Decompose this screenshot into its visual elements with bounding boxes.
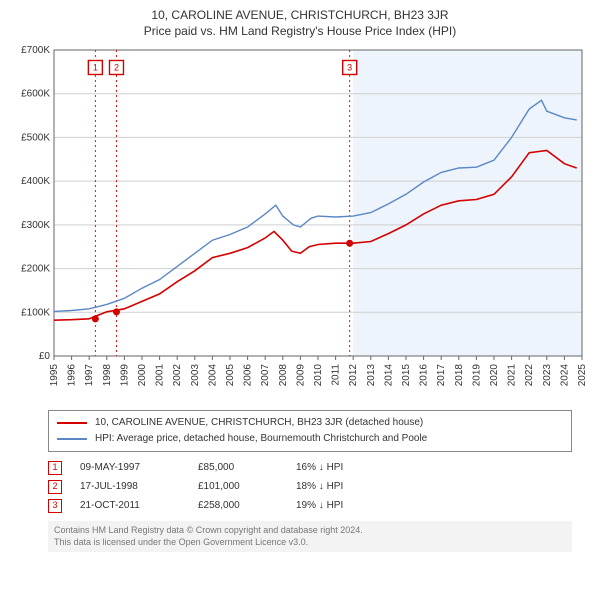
svg-text:2001: 2001 [155,364,166,387]
svg-text:2022: 2022 [524,364,535,387]
svg-text:2002: 2002 [172,364,183,387]
svg-text:2021: 2021 [507,364,518,387]
svg-text:1: 1 [93,62,98,72]
svg-text:2004: 2004 [207,364,218,387]
marker-price: £85,000 [198,458,278,477]
marker-number-box: 3 [48,499,62,513]
svg-text:2011: 2011 [331,364,342,386]
svg-text:1995: 1995 [49,364,60,387]
svg-text:2016: 2016 [419,364,430,387]
legend-item: HPI: Average price, detached house, Bour… [57,431,563,447]
svg-text:2003: 2003 [190,364,201,387]
svg-text:1996: 1996 [67,364,78,387]
legend-swatch [57,422,87,424]
svg-text:2014: 2014 [383,364,394,387]
svg-text:£700K: £700K [21,45,50,56]
marker-date: 09-MAY-1997 [80,458,180,477]
svg-text:1998: 1998 [102,364,113,387]
svg-text:£100K: £100K [21,307,50,318]
chart-title-sub: Price paid vs. HM Land Registry's House … [8,24,592,38]
footer-line: This data is licensed under the Open Gov… [54,537,566,549]
marker-diff: 16% ↓ HPI [296,458,386,477]
svg-text:£300K: £300K [21,220,50,231]
svg-text:2024: 2024 [559,364,570,387]
svg-text:1997: 1997 [84,364,95,387]
svg-text:2017: 2017 [436,364,447,387]
svg-text:£400K: £400K [21,176,50,187]
svg-text:1999: 1999 [119,364,130,387]
svg-text:2013: 2013 [366,364,377,387]
legend-label: HPI: Average price, detached house, Bour… [95,431,427,447]
footer-line: Contains HM Land Registry data © Crown c… [54,525,566,537]
legend-swatch [57,438,87,440]
svg-text:3: 3 [347,62,352,72]
svg-text:2015: 2015 [401,364,412,387]
marker-number-box: 1 [48,461,62,475]
svg-text:2000: 2000 [137,364,148,387]
svg-text:2019: 2019 [471,364,482,387]
marker-diff: 18% ↓ HPI [296,477,386,496]
marker-price: £101,000 [198,477,278,496]
svg-text:2005: 2005 [225,364,236,387]
svg-text:£600K: £600K [21,89,50,100]
marker-row: 1 09-MAY-1997 £85,000 16% ↓ HPI [48,458,572,477]
svg-text:2009: 2009 [295,364,306,387]
legend-item: 10, CAROLINE AVENUE, CHRISTCHURCH, BH23 … [57,415,563,431]
svg-text:2018: 2018 [454,364,465,387]
svg-text:2008: 2008 [278,364,289,387]
svg-text:2007: 2007 [260,364,271,387]
svg-text:2010: 2010 [313,364,324,387]
svg-text:2012: 2012 [348,364,359,387]
marker-date: 21-OCT-2011 [80,496,180,515]
price-chart: £0 £100K £200K £300K £400K £500K £600K £700K 199… [8,42,592,402]
svg-text:2023: 2023 [542,364,553,387]
svg-text:£500K: £500K [21,132,50,143]
marker-date: 17-JUL-1998 [80,477,180,496]
legend-label: 10, CAROLINE AVENUE, CHRISTCHURCH, BH23 … [95,415,423,431]
licence-footer: Contains HM Land Registry data © Crown c… [48,521,572,552]
marker-price: £258,000 [198,496,278,515]
marker-row: 3 21-OCT-2011 £258,000 19% ↓ HPI [48,496,572,515]
chart-title-address: 10, CAROLINE AVENUE, CHRISTCHURCH, BH23 … [8,8,592,22]
svg-text:2006: 2006 [243,364,254,387]
sale-marker-table: 1 09-MAY-1997 £85,000 16% ↓ HPI 2 17-JUL-1998… [48,458,572,515]
marker-number-box: 2 [48,480,62,494]
chart-legend: 10, CAROLINE AVENUE, CHRISTCHURCH, BH23 … [48,410,572,452]
svg-text:£200K: £200K [21,264,50,275]
marker-diff: 19% ↓ HPI [296,496,386,515]
marker-row: 2 17-JUL-1998 £101,000 18% ↓ HPI [48,477,572,496]
svg-text:2025: 2025 [577,364,588,387]
svg-text:£0: £0 [39,351,51,362]
svg-text:2: 2 [114,62,119,72]
svg-text:2020: 2020 [489,364,500,387]
